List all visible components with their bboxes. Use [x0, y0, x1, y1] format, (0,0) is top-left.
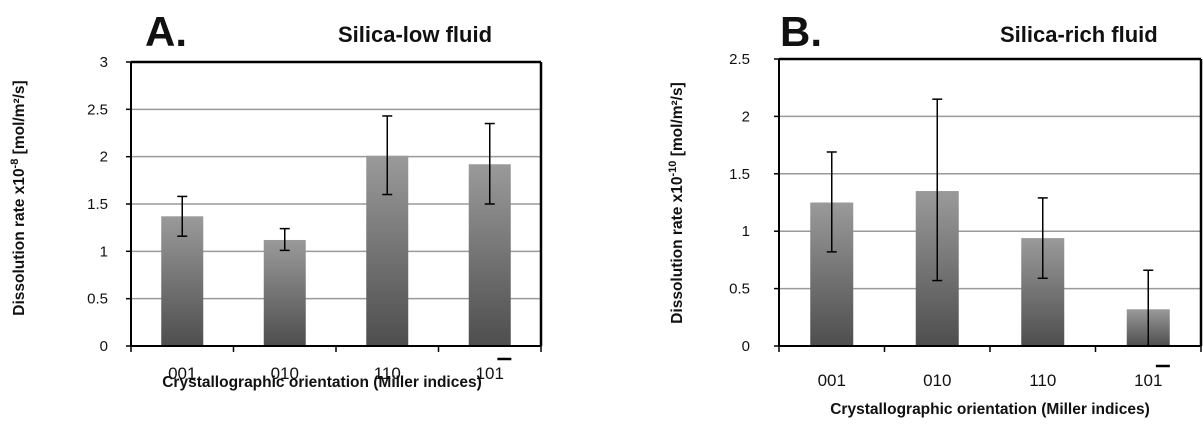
y-tick-label: 1.5 — [87, 196, 108, 213]
y-tick-label: 0 — [100, 338, 108, 355]
y-tick-label: 2.5 — [729, 51, 750, 68]
panel-label-b: B. — [780, 8, 822, 55]
x-tick-label-101: 101 — [1134, 371, 1162, 390]
x-tick-label-010: 010 — [923, 371, 951, 390]
bar-010 — [263, 239, 306, 346]
chart-panel-b: B. Silica-rich fluid Dissolution rate x1… — [667, 8, 1203, 418]
bar-001 — [161, 216, 204, 346]
y-tick-label: 2 — [742, 108, 750, 125]
plot-area-b: 0 0.5 1 1.5 2 2.5 001 010 110 101 — [729, 51, 1203, 390]
x-tick-label-001: 001 — [818, 371, 846, 390]
y-tick-label: 3 — [100, 54, 108, 71]
y-tick-label: 1 — [100, 243, 108, 260]
chart-panel-a: A. Silica-low fluid Dissolution rate x10… — [9, 8, 543, 391]
y-tick-label: 2.5 — [87, 101, 108, 118]
plot-area-a: 0 0.5 1 1.5 2 2.5 3 001 010 110 101 — [87, 54, 543, 383]
y-tick-label: 0.5 — [729, 281, 750, 298]
panel-label-a: A. — [145, 8, 187, 55]
y-tick-label: 2 — [100, 149, 108, 166]
x-tick-label-110: 110 — [374, 364, 401, 383]
chart-title-b: Silica-rich fluid — [1000, 22, 1158, 47]
x-axis-title-a: Crystallographic orientation (Miller ind… — [162, 374, 482, 391]
x-tick-label-001: 001 — [168, 364, 196, 383]
y-tick-label: 0 — [742, 338, 750, 355]
y-tick-label: 1 — [742, 223, 750, 240]
x-tick-label-101: 101 — [476, 364, 504, 383]
y-tick-label: 0.5 — [87, 291, 108, 308]
y-axis-title-b: Dissolution rate x10-10 [mol/m²/s] — [667, 82, 686, 324]
y-axis-title-a: Dissolution rate x10-8 [mol/m²/s] — [9, 80, 28, 315]
y-tick-label: 1.5 — [729, 166, 750, 183]
chart-title-a: Silica-low fluid — [338, 22, 492, 47]
x-tick-label-110: 110 — [1029, 371, 1056, 390]
x-tick-label-010: 010 — [271, 364, 299, 383]
x-axis-title-b: Crystallographic orientation (Miller ind… — [830, 401, 1150, 418]
